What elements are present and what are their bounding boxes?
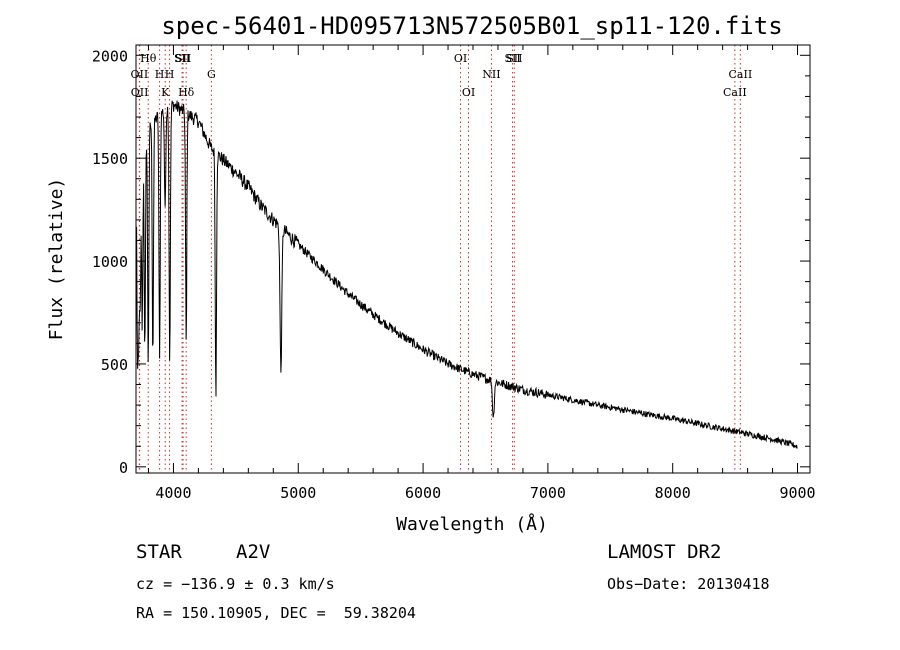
spectral-line-label: OI (462, 86, 475, 99)
y-axis-ticks: 0 500 1000 1500 2000 (92, 47, 810, 477)
coordinates-line: RA = 150.10905, DEC = 59.38204 (136, 604, 416, 622)
plot-frame (135, 44, 811, 474)
x-tick-label: 6000 (405, 484, 441, 502)
spectral-line-label: SII (506, 52, 522, 65)
x-tick-label: 9000 (779, 484, 815, 502)
spectrum-line (136, 100, 798, 449)
spectral-line-label: Hθ (140, 52, 157, 65)
subclass: A2V (236, 541, 271, 563)
spectral-line-label: CaII (723, 86, 747, 99)
spectral-line-label: SII (504, 52, 520, 65)
obs-date-line: Obs−Date: 20130418 (607, 575, 770, 593)
spectral-line-label: CaII (729, 68, 753, 81)
x-tick-label: 4000 (155, 484, 191, 502)
spectral-line-label: OII (131, 68, 149, 81)
x-tick-label: 8000 (655, 484, 691, 502)
x-tick-label: 5000 (280, 484, 316, 502)
object-class: STAR (136, 541, 182, 563)
redshift-line: cz = −136.9 ± 0.3 km/s (136, 575, 335, 593)
spectral-line-label: SII (175, 52, 191, 65)
spectral-line-label: NII (482, 68, 500, 81)
x-tick-label: 7000 (530, 484, 566, 502)
chart-title: spec-56401-HD095713N572505B01_sp11-120.f… (161, 12, 782, 40)
spectral-line-label: K (161, 86, 170, 99)
survey-name: LAMOST DR2 (607, 541, 722, 563)
spectral-line-label: Hδ (178, 86, 195, 99)
y-tick-label: 2000 (92, 47, 128, 65)
y-tick-label: 1500 (92, 150, 128, 168)
spectral-line-label: H (165, 68, 175, 81)
y-tick-label: 500 (101, 356, 128, 374)
y-tick-label: 0 (119, 459, 128, 477)
x-axis-label: Wavelength (Å) (396, 513, 548, 535)
y-tick-label: 1000 (92, 253, 128, 271)
y-axis-label: Flux (relative) (46, 178, 67, 341)
spectral-line-label: H (155, 68, 165, 81)
spectral-line-label: OI (454, 52, 467, 65)
spectral-line-label: OII (131, 86, 149, 99)
spectral-line-label: SII (174, 52, 190, 65)
x-axis-ticks: 4000 5000 6000 7000 8000 9000 (147, 45, 816, 502)
spectral-line-markers (138, 45, 741, 473)
spectral-line-label: G (207, 68, 216, 81)
spectral-line-labels: HθOIIOIIHKHSIISIIHδGOIOINIISIISIICaIICaI… (131, 52, 753, 99)
